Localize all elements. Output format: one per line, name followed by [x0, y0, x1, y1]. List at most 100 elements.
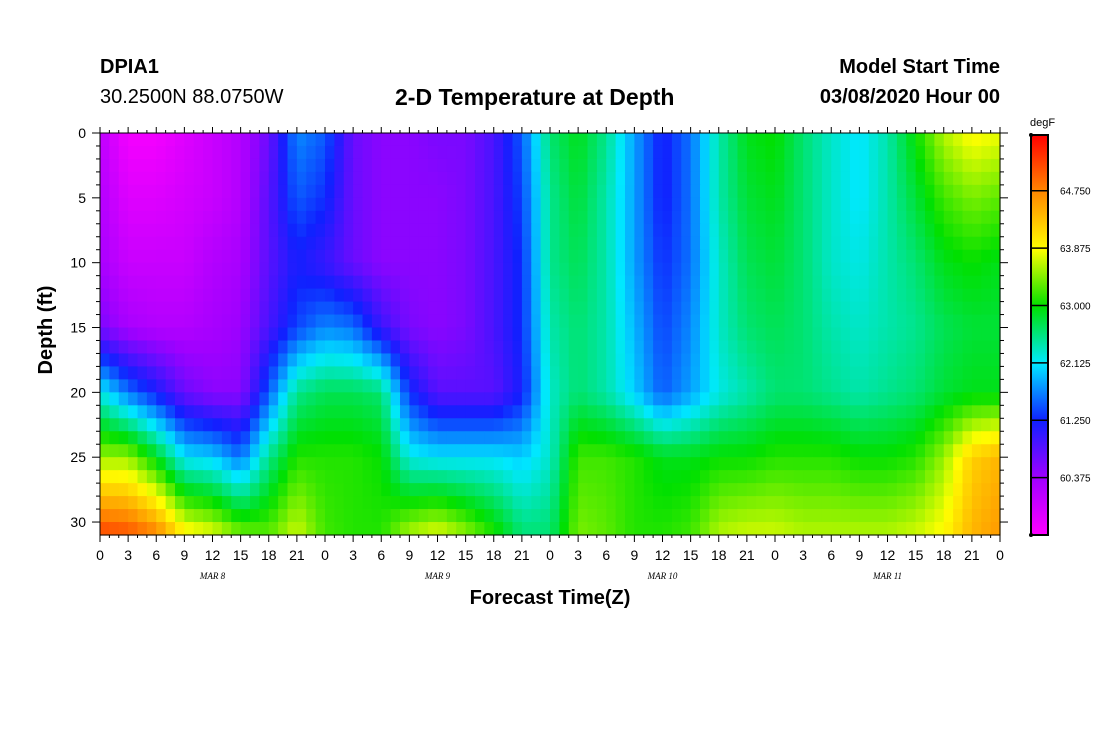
heatmap-cell	[671, 158, 682, 173]
colorbar-end-marker	[1029, 533, 1033, 537]
heatmap-cell	[746, 405, 757, 419]
heatmap-cell	[118, 483, 129, 497]
heatmap-cell	[981, 262, 992, 277]
heatmap-cell	[343, 158, 354, 173]
heatmap-cell	[971, 379, 982, 393]
heatmap-cell	[643, 340, 654, 355]
heatmap-cell	[578, 496, 589, 510]
heatmap-cell	[409, 327, 420, 342]
heatmap-cell	[512, 444, 523, 458]
x-axis-title: Forecast Time(Z)	[470, 587, 631, 609]
heatmap-cell	[868, 133, 879, 147]
heatmap-cell	[625, 457, 635, 471]
heatmap-cell	[400, 418, 410, 432]
heatmap-cell	[840, 158, 851, 173]
heatmap-cell	[831, 509, 842, 523]
heatmap-cell	[971, 210, 982, 225]
heatmap-cell	[165, 275, 176, 290]
heatmap-cell	[634, 158, 645, 173]
heatmap-cell	[934, 366, 945, 380]
heatmap-cell	[296, 457, 307, 471]
heatmap-cell	[531, 133, 542, 147]
heatmap-cell	[615, 470, 626, 484]
heatmap-cell	[971, 522, 982, 536]
heatmap-cell	[353, 340, 364, 355]
heatmap-cell	[728, 236, 739, 251]
heatmap-cell	[643, 483, 654, 497]
heatmap-cell	[493, 171, 504, 186]
heatmap-cell	[550, 171, 560, 186]
heatmap-cell	[934, 262, 945, 277]
x-tick-label: 0	[321, 547, 329, 563]
heatmap-cell	[437, 262, 448, 277]
heatmap-cell	[728, 275, 739, 290]
heatmap-cell	[343, 392, 354, 406]
heatmap-cell	[690, 133, 701, 147]
heatmap-cell	[306, 249, 317, 264]
heatmap-cell	[156, 158, 167, 173]
heatmap-cell	[475, 158, 485, 173]
heatmap-cell	[953, 353, 964, 368]
heatmap-cell	[700, 236, 710, 251]
heatmap-cell	[718, 236, 729, 251]
heatmap-cell	[746, 184, 757, 199]
heatmap-cell	[625, 392, 635, 406]
heatmap-cell	[878, 223, 889, 238]
heatmap-cell	[203, 431, 214, 445]
heatmap-cell	[156, 496, 167, 510]
heatmap-cell	[831, 444, 842, 458]
heatmap-cell	[700, 392, 710, 406]
heatmap-cell	[259, 327, 270, 342]
heatmap-cell	[718, 522, 729, 536]
heatmap-cell	[587, 418, 598, 432]
heatmap-cell	[521, 262, 532, 277]
heatmap-cell	[259, 158, 270, 173]
heatmap-cell	[868, 522, 879, 536]
heatmap-cell	[240, 184, 251, 199]
heatmap-cell	[925, 457, 935, 471]
heatmap-cell	[568, 418, 579, 432]
heatmap-cell	[465, 249, 476, 264]
heatmap-cell	[775, 496, 785, 510]
heatmap-cell	[128, 405, 139, 419]
heatmap-cell	[118, 262, 129, 277]
heatmap-cell	[371, 184, 382, 199]
heatmap-cell	[409, 405, 420, 419]
heatmap-cell	[325, 301, 335, 316]
heatmap-cell	[859, 275, 870, 290]
heatmap-cell	[484, 431, 495, 445]
heatmap-cell	[915, 457, 926, 471]
heatmap-cell	[175, 418, 185, 432]
heatmap-cell	[428, 509, 439, 523]
heatmap-cell	[540, 288, 551, 303]
heatmap-cell	[296, 314, 307, 329]
heatmap-cell	[212, 418, 223, 432]
heatmap-cell	[428, 522, 439, 536]
heatmap-cell	[409, 470, 420, 484]
heatmap-cell	[587, 353, 598, 368]
heatmap-cell	[821, 457, 832, 471]
heatmap-cell	[709, 340, 720, 355]
heatmap-cell	[456, 249, 467, 264]
heatmap-cell	[118, 327, 129, 342]
heatmap-cell	[934, 392, 945, 406]
heatmap-cell	[137, 236, 148, 251]
heatmap-cell	[400, 171, 410, 186]
heatmap-cell	[231, 379, 242, 393]
heatmap-cell	[662, 249, 673, 264]
heatmap-cell	[221, 184, 232, 199]
heatmap-cell	[521, 444, 532, 458]
heatmap-cell	[296, 158, 307, 173]
heatmap-cell	[718, 223, 729, 238]
heatmap-cell	[906, 301, 917, 316]
heatmap-cell	[925, 171, 935, 186]
heatmap-cell	[943, 457, 954, 471]
heatmap-cell	[437, 496, 448, 510]
heatmap-cell	[540, 392, 551, 406]
heatmap-cell	[250, 158, 260, 173]
heatmap-cell	[812, 197, 823, 212]
heatmap-cell	[868, 197, 879, 212]
heatmap-cell	[728, 418, 739, 432]
heatmap-cell	[362, 379, 373, 393]
heatmap-cell	[296, 133, 307, 147]
